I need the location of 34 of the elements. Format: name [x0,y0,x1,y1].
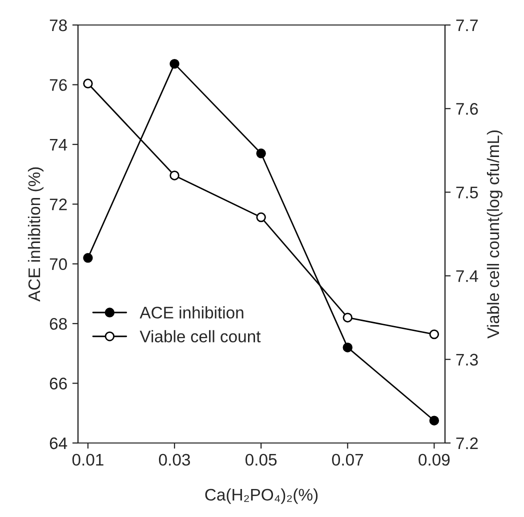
x-tick-label: 0.01 [72,454,104,466]
y2-tick-label: 7.6 [456,103,478,115]
point [170,58,180,69]
point [170,170,180,180]
y2-tick-label: 7.7 [456,20,478,32]
point [83,253,93,263]
y2-axis-title: Viable cell count(log cfu/mL) [486,130,502,338]
x-tick-label: 0.03 [158,454,190,466]
point [342,312,352,322]
x-tick-label: 0.09 [418,454,450,466]
y-tick-label: 64 [50,437,68,450]
legend-label: ACE inhibition [140,306,244,318]
point [429,416,440,426]
x-tick-label: 0.07 [332,454,364,466]
y-tick-label: 66 [50,378,67,390]
legend-label: Viable cell count [140,330,261,342]
y-axis-title: ACE inhibition (%) [28,167,44,302]
point [256,148,266,158]
y-tick-label: 70 [50,258,67,270]
point [83,78,93,88]
x-tick-label: 0.05 [246,454,277,466]
y-tick-label: 68 [50,318,67,330]
point [429,329,440,340]
point [342,342,352,352]
point [256,212,266,222]
y-tick-label: 74 [50,139,68,150]
y-tick-label: 78 [50,19,67,32]
y2-tick-label: 7.2 [456,437,478,450]
y2-tick-label: 7.3 [456,354,478,366]
y2-tick-label: 7.5 [456,186,478,198]
y2-tick-label: 7.4 [456,270,478,282]
y-tick-label: 72 [50,198,67,210]
x-axis-title: Ca(H₂PO₄)₂(%) [205,488,318,504]
y-tick-label: 76 [50,79,67,91]
